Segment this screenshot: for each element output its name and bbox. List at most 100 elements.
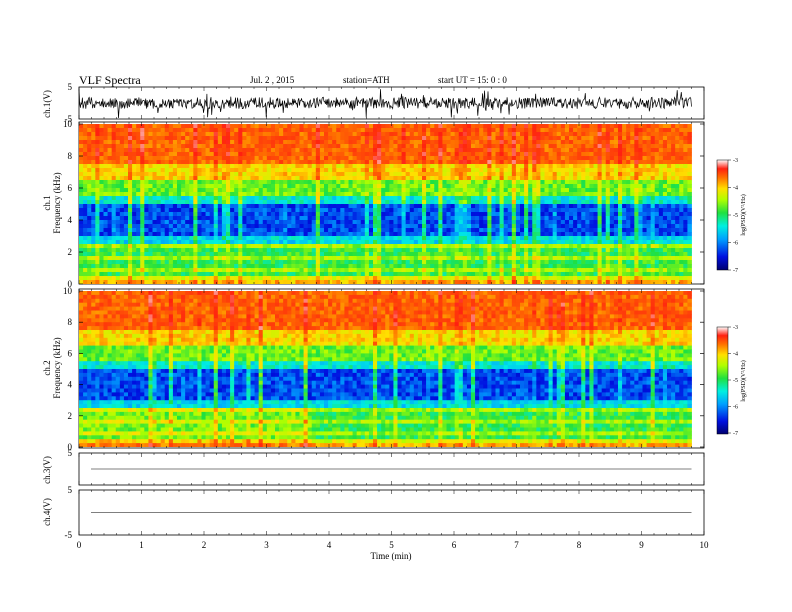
spectrogram-cell bbox=[83, 144, 88, 149]
spectrogram-cell bbox=[128, 192, 133, 197]
spectrogram-cell bbox=[462, 224, 468, 229]
spectrogram-cell bbox=[438, 196, 443, 201]
spectrogram-cell bbox=[364, 228, 370, 233]
spectrogram-cell bbox=[336, 212, 341, 217]
spectrogram-cell bbox=[156, 248, 162, 253]
spectrogram-cell bbox=[344, 136, 349, 141]
spectrogram-cell bbox=[422, 140, 427, 145]
spectrogram-cell bbox=[279, 276, 284, 281]
spectrogram-cell bbox=[479, 272, 484, 277]
spectrogram-cell bbox=[487, 280, 492, 284]
spectrogram-cell bbox=[136, 168, 141, 173]
spectrogram-cell bbox=[389, 132, 394, 137]
spectrogram-cell bbox=[303, 128, 309, 133]
spectrogram-cell bbox=[201, 124, 206, 129]
spectrogram-cell bbox=[417, 184, 423, 189]
spectrogram-cell bbox=[344, 128, 349, 133]
spectrogram-cell bbox=[119, 228, 125, 233]
spectrogram-cell bbox=[434, 220, 439, 225]
spectrogram-cell bbox=[246, 252, 251, 257]
spectrogram-cell bbox=[352, 220, 358, 225]
spectrogram-cell bbox=[381, 152, 386, 157]
spectrogram-cell bbox=[548, 144, 554, 149]
spectrogram-cell bbox=[307, 272, 313, 277]
spectrogram-cell bbox=[458, 224, 464, 229]
spectrogram-cell bbox=[242, 168, 247, 173]
spectrogram-cell bbox=[262, 224, 268, 229]
spectrogram-cell bbox=[483, 168, 488, 173]
spectrogram-cell bbox=[238, 228, 243, 233]
spectrogram-cell bbox=[99, 252, 104, 257]
spectrogram-cell bbox=[144, 172, 149, 177]
spectrogram-cell bbox=[336, 192, 341, 197]
spectrogram-cell bbox=[332, 172, 337, 177]
spectrogram-cell bbox=[405, 264, 411, 269]
spectrogram-cell bbox=[405, 248, 411, 253]
spectrogram-cell bbox=[87, 276, 92, 281]
spectrogram-cell bbox=[87, 232, 92, 237]
spectrogram-cell bbox=[266, 224, 272, 229]
spectrogram-cell bbox=[466, 152, 472, 157]
spectrogram-cell bbox=[164, 260, 170, 265]
spectrogram-cell bbox=[515, 252, 521, 257]
spectrogram-cell bbox=[360, 180, 366, 185]
spectrogram-cell bbox=[560, 156, 566, 161]
spectrogram-cell bbox=[168, 200, 174, 205]
spectrogram-cell bbox=[434, 168, 439, 173]
spectrogram-cell bbox=[103, 240, 108, 245]
spectrogram-cell bbox=[291, 200, 296, 205]
spectrogram-cell bbox=[328, 236, 333, 241]
spectrogram-cell bbox=[515, 208, 521, 213]
spectrogram-cell bbox=[532, 264, 537, 269]
spectrogram-cell bbox=[201, 264, 206, 269]
spectrogram-cell bbox=[299, 148, 304, 153]
spectrogram-cell bbox=[422, 240, 427, 245]
spectrogram-cell bbox=[466, 204, 472, 209]
spectrogram-cell bbox=[111, 140, 117, 145]
spectrogram-cell bbox=[393, 248, 398, 253]
spectrogram-cell bbox=[315, 204, 321, 209]
spectrogram-cell bbox=[556, 144, 562, 149]
spectrogram-cell bbox=[83, 188, 88, 193]
spectrogram-cell bbox=[573, 272, 578, 277]
spectrogram-cell bbox=[573, 136, 578, 141]
spectrogram-cell bbox=[466, 160, 472, 165]
spectrogram-cell bbox=[107, 232, 113, 237]
spectrogram-cell bbox=[560, 272, 566, 277]
spectrogram-cell bbox=[560, 188, 566, 193]
spectrogram-cell bbox=[405, 252, 411, 257]
spectrogram-cell bbox=[462, 164, 468, 169]
spectrogram-cell bbox=[454, 224, 460, 229]
spectrogram-cell bbox=[368, 136, 374, 141]
spectrogram-cell bbox=[254, 236, 260, 241]
spectrogram-cell bbox=[524, 260, 529, 265]
spectrogram-cell bbox=[91, 248, 96, 253]
spectrogram-cell bbox=[242, 132, 247, 137]
spectrogram-cell bbox=[442, 180, 447, 185]
spectrogram-cell bbox=[291, 124, 296, 129]
spectrogram-cell bbox=[262, 200, 268, 205]
spectrogram-cell bbox=[144, 152, 149, 157]
spectrogram-cell bbox=[226, 252, 231, 257]
spectrogram-cell bbox=[115, 208, 121, 213]
spectrogram-cell bbox=[128, 272, 133, 277]
spectrogram-cell bbox=[389, 180, 394, 185]
spectrogram-cell bbox=[217, 124, 223, 129]
spectrogram-cell bbox=[409, 232, 415, 237]
spectrogram-cell bbox=[209, 156, 215, 161]
spectrogram-cell bbox=[381, 232, 386, 237]
spectrogram-cell bbox=[270, 252, 276, 257]
spectrogram-cell bbox=[466, 184, 472, 189]
spectrogram-cell bbox=[111, 252, 117, 257]
spectrogram-cell bbox=[262, 232, 268, 237]
spectrogram-cell bbox=[181, 220, 186, 225]
spectrogram-cell bbox=[507, 140, 513, 145]
spectrogram-cell bbox=[581, 152, 586, 157]
spectrogram-cell bbox=[95, 212, 100, 217]
spectrogram-cell bbox=[181, 268, 186, 273]
spectrogram-cell bbox=[87, 152, 92, 157]
spectrogram-cell bbox=[393, 240, 398, 245]
spectrogram-cell bbox=[475, 264, 480, 269]
spectrogram-cell bbox=[434, 248, 439, 253]
spectrogram-cell bbox=[258, 216, 264, 221]
